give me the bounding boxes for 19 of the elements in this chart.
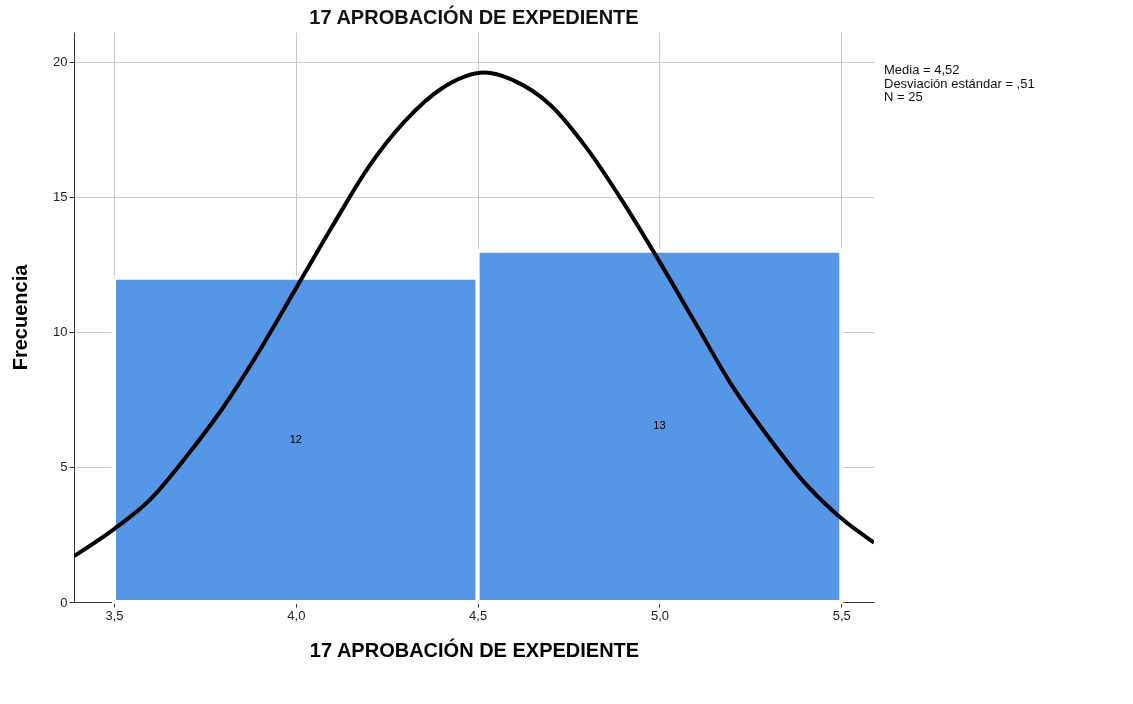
y-tick-label: 5	[60, 459, 68, 475]
chart-title: 17 APROBACIÓN DE EXPEDIENTE	[309, 5, 639, 28]
y-tick-label: 15	[53, 189, 68, 205]
x-tick-label: 3,5	[105, 607, 124, 623]
line-series	[74, 70, 874, 559]
text: Desviación estándar = ,51	[884, 75, 1035, 91]
x-tick-label: 4,0	[287, 607, 306, 623]
text: Media = 4,52	[884, 62, 960, 77]
data-label: 12	[289, 432, 302, 445]
y-axis-title: Frecuencia	[9, 263, 32, 371]
x-axis-title: 17 APROBACIÓN DE EXPEDIENTE	[309, 637, 640, 661]
y-tick-label: 10	[53, 324, 68, 340]
y-tick-label: 20	[53, 54, 68, 70]
x-tick-label: 5,0	[650, 607, 669, 623]
data-label: 13	[653, 419, 666, 432]
y-tick-label: 0	[60, 594, 68, 610]
x-tick-label: 5,5	[832, 607, 851, 623]
text: N = 25	[884, 89, 923, 104]
x-tick-label: 4,5	[469, 607, 488, 623]
